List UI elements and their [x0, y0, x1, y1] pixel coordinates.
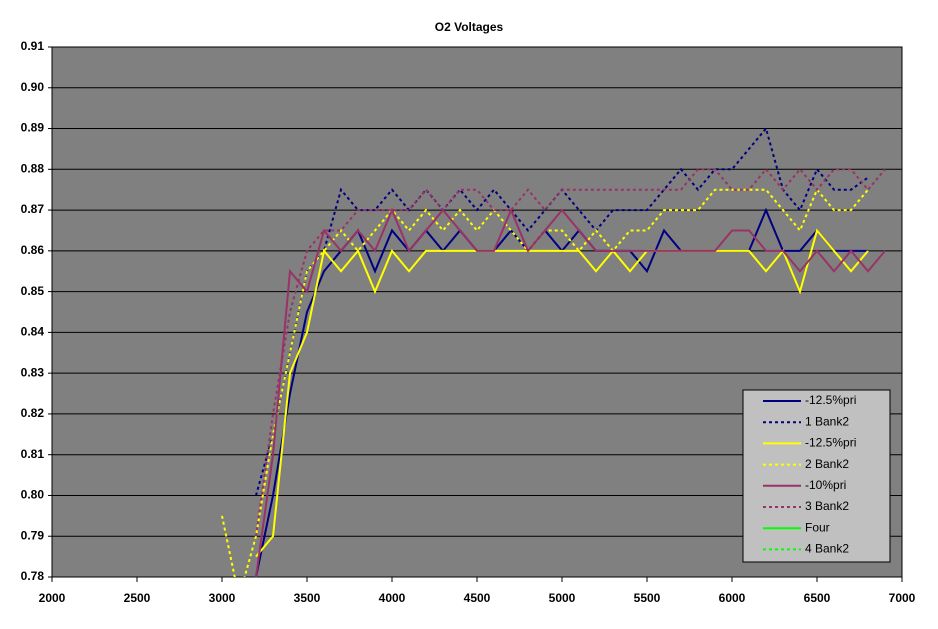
plot-border: [51, 46, 903, 578]
series-line: [255, 228, 869, 558]
x-tick-label: 2500: [124, 591, 151, 605]
y-tick-label: 0.87: [21, 202, 45, 216]
y-tick-label: 0.82: [21, 406, 45, 420]
y-tick-label: 0.79: [21, 528, 45, 542]
series-group: [221, 126, 886, 577]
chart-title: O2 Voltages: [435, 20, 504, 34]
legend-label: 2 Bank2: [805, 457, 849, 471]
y-tick-label: 0.83: [21, 365, 45, 379]
y-tick-label: 0.84: [21, 325, 45, 339]
legend-label: Four: [805, 520, 830, 534]
x-tick-label: 5000: [549, 591, 576, 605]
x-tick-label: 5500: [634, 591, 661, 605]
y-tick-label: 0.78: [21, 569, 45, 583]
x-tick-label: 3000: [209, 591, 236, 605]
x-tick-label: 3500: [294, 591, 321, 605]
y-tick-label: 0.90: [21, 80, 45, 94]
y-tick-label: 0.80: [21, 488, 45, 502]
legend-label: -10%pri: [805, 478, 846, 492]
x-tick-label: 4000: [379, 591, 406, 605]
legend-box: [742, 389, 891, 563]
legend-label: 3 Bank2: [805, 499, 849, 513]
y-tick-label: 0.88: [21, 161, 45, 175]
x-tick-label: 6000: [719, 591, 746, 605]
y-tick-label: 0.81: [21, 447, 45, 461]
x-tick-label: 2000: [39, 591, 66, 605]
legend-label: -12.5%pri: [805, 436, 856, 450]
y-tick-label: 0.91: [21, 39, 45, 53]
x-tick-label: 7000: [889, 591, 916, 605]
x-tick-label: 4500: [464, 591, 491, 605]
x-tick-label: 6500: [804, 591, 831, 605]
y-tick-label: 0.85: [21, 284, 45, 298]
y-tick-label: 0.89: [21, 121, 45, 135]
legend-label: 1 Bank2: [805, 414, 849, 428]
legend-label: -12.5%pri: [805, 393, 856, 407]
series-line: [255, 207, 886, 577]
y-tick-label: 0.86: [21, 243, 45, 257]
legend-label: 4 Bank2: [805, 542, 849, 556]
